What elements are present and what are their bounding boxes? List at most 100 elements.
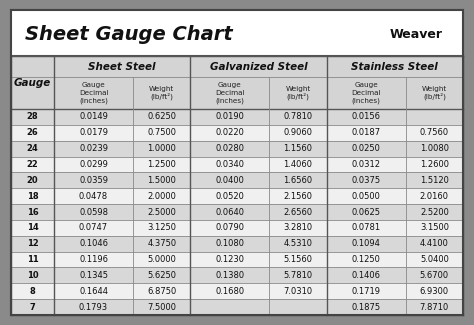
Bar (327, 56, 463, 77)
Text: 1.5000: 1.5000 (147, 176, 176, 185)
Text: 6.9300: 6.9300 (420, 287, 449, 296)
Text: 0.7560: 0.7560 (420, 128, 449, 137)
Text: 0.1406: 0.1406 (352, 271, 381, 280)
Text: 0.9060: 0.9060 (283, 128, 312, 137)
Text: 16: 16 (27, 207, 38, 216)
Bar (11, 204, 463, 220)
Text: 7.5000: 7.5000 (147, 303, 176, 312)
Text: 24: 24 (27, 144, 38, 153)
Text: 0.1094: 0.1094 (352, 239, 381, 248)
Text: 11: 11 (27, 255, 38, 264)
Bar (54, 56, 191, 77)
Text: 0.0478: 0.0478 (79, 192, 108, 201)
Text: 0.1345: 0.1345 (79, 271, 108, 280)
Text: Gauge: Gauge (14, 77, 51, 87)
Text: 2.5000: 2.5000 (147, 207, 176, 216)
Bar (11, 220, 463, 236)
Text: 14: 14 (27, 223, 38, 232)
Text: 0.0375: 0.0375 (352, 176, 381, 185)
Text: 4.5310: 4.5310 (283, 239, 312, 248)
Text: 1.2500: 1.2500 (147, 160, 176, 169)
Text: Gauge
Decimal
(inches): Gauge Decimal (inches) (215, 83, 245, 103)
Bar (11, 109, 463, 125)
Text: Weight
(lb/ft²): Weight (lb/ft²) (149, 85, 174, 100)
Text: 0.0598: 0.0598 (79, 207, 108, 216)
Text: 3.1250: 3.1250 (147, 223, 176, 232)
Text: 0.0640: 0.0640 (215, 207, 245, 216)
Bar (54, 77, 191, 109)
Text: 0.0359: 0.0359 (79, 176, 108, 185)
Text: 0.0299: 0.0299 (79, 160, 108, 169)
Text: 2.1560: 2.1560 (283, 192, 312, 201)
Bar (11, 236, 463, 252)
Text: 2.0160: 2.0160 (420, 192, 449, 201)
Text: 0.0179: 0.0179 (79, 128, 108, 137)
Text: Gauge
Decimal
(inches): Gauge Decimal (inches) (79, 83, 108, 103)
Text: 0.0625: 0.0625 (352, 207, 381, 216)
Text: Weaver: Weaver (390, 28, 443, 41)
Text: 0.0280: 0.0280 (215, 144, 245, 153)
Text: 5.1560: 5.1560 (283, 255, 312, 264)
Text: 0.1230: 0.1230 (215, 255, 245, 264)
Text: 0.6250: 0.6250 (147, 112, 176, 122)
Text: 5.6700: 5.6700 (420, 271, 449, 280)
Text: Weight
(lb/ft²): Weight (lb/ft²) (422, 85, 447, 100)
Text: 1.0080: 1.0080 (420, 144, 449, 153)
Text: 0.0790: 0.0790 (215, 223, 245, 232)
Text: 0.0747: 0.0747 (79, 223, 108, 232)
Text: Stainless Steel: Stainless Steel (351, 61, 438, 72)
Text: 4.4100: 4.4100 (420, 239, 449, 248)
Text: 1.6560: 1.6560 (283, 176, 312, 185)
Text: 20: 20 (27, 176, 38, 185)
Bar (11, 125, 463, 141)
Text: 0.0190: 0.0190 (215, 112, 244, 122)
Bar (191, 77, 327, 109)
Text: 0.1380: 0.1380 (215, 271, 245, 280)
Text: 3.1500: 3.1500 (420, 223, 449, 232)
Text: 0.0340: 0.0340 (215, 160, 245, 169)
Text: 6.8750: 6.8750 (147, 287, 176, 296)
Text: 0.1793: 0.1793 (79, 303, 108, 312)
Text: 0.1680: 0.1680 (215, 287, 245, 296)
Bar (191, 56, 327, 77)
Text: 0.7810: 0.7810 (283, 112, 312, 122)
Text: 0.1046: 0.1046 (79, 239, 108, 248)
Text: 28: 28 (27, 112, 38, 122)
Text: Sheet Gauge Chart: Sheet Gauge Chart (25, 24, 233, 44)
Text: 1.1560: 1.1560 (283, 144, 312, 153)
Text: 7: 7 (29, 303, 36, 312)
Bar (11, 141, 463, 157)
Text: 0.0781: 0.0781 (352, 223, 381, 232)
Text: 1.0000: 1.0000 (147, 144, 176, 153)
Text: 0.0220: 0.0220 (215, 128, 244, 137)
Text: 5.0400: 5.0400 (420, 255, 449, 264)
Bar (11, 172, 463, 188)
Bar (11, 267, 463, 283)
Bar (11, 10, 463, 56)
Text: 0.1196: 0.1196 (79, 255, 108, 264)
Text: 5.7810: 5.7810 (283, 271, 312, 280)
Text: 2.6560: 2.6560 (283, 207, 312, 216)
Text: 2.0000: 2.0000 (147, 192, 176, 201)
Text: 5.6250: 5.6250 (147, 271, 176, 280)
Bar (11, 252, 463, 267)
Text: 10: 10 (27, 271, 38, 280)
Text: Galvanized Steel: Galvanized Steel (210, 61, 307, 72)
Text: 0.0250: 0.0250 (352, 144, 381, 153)
Text: 0.0149: 0.0149 (79, 112, 108, 122)
Text: 1.5120: 1.5120 (420, 176, 449, 185)
Bar (11, 56, 54, 109)
Text: 0.0520: 0.0520 (215, 192, 244, 201)
Text: 7.0310: 7.0310 (283, 287, 312, 296)
Text: 3.2810: 3.2810 (283, 223, 312, 232)
Text: 26: 26 (27, 128, 38, 137)
Text: 0.0312: 0.0312 (352, 160, 381, 169)
Text: 0.1875: 0.1875 (352, 303, 381, 312)
Bar (11, 188, 463, 204)
Text: 0.1080: 0.1080 (215, 239, 245, 248)
Text: 0.0239: 0.0239 (79, 144, 108, 153)
Text: 1.4060: 1.4060 (283, 160, 312, 169)
Bar (327, 77, 463, 109)
Text: 0.0187: 0.0187 (352, 128, 381, 137)
Text: 18: 18 (27, 192, 38, 201)
